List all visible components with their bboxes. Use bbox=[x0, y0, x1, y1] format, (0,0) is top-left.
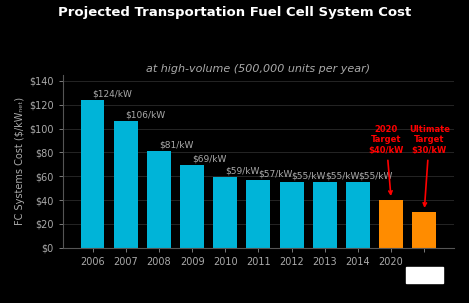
Text: $55/kW: $55/kW bbox=[325, 171, 359, 180]
Y-axis label: FC Systems Cost ($/kWₙₑₜ): FC Systems Cost ($/kWₙₑₜ) bbox=[15, 97, 25, 225]
Bar bbox=[247, 180, 270, 248]
Text: $59/kW: $59/kW bbox=[225, 167, 260, 176]
Bar bbox=[213, 177, 237, 248]
Text: $69/kW: $69/kW bbox=[192, 155, 227, 164]
Text: Projected Transportation Fuel Cell System Cost: Projected Transportation Fuel Cell Syste… bbox=[58, 6, 411, 19]
Text: Ultimate
Target
$30/kW: Ultimate Target $30/kW bbox=[409, 125, 450, 206]
Text: $106/kW: $106/kW bbox=[126, 111, 166, 120]
Bar bbox=[412, 212, 436, 248]
Text: $57/kW: $57/kW bbox=[258, 169, 293, 178]
Bar bbox=[147, 151, 171, 248]
Title: at high-volume (500,000 units per year): at high-volume (500,000 units per year) bbox=[146, 64, 371, 74]
Text: $81/kW: $81/kW bbox=[159, 140, 193, 149]
Text: $55/kW: $55/kW bbox=[358, 171, 392, 180]
Bar bbox=[180, 165, 204, 248]
Text: 2020
Target
$40/kW: 2020 Target $40/kW bbox=[369, 125, 404, 194]
Text: $124/kW: $124/kW bbox=[92, 89, 132, 98]
Bar bbox=[114, 122, 138, 248]
Bar bbox=[81, 100, 105, 248]
Bar bbox=[379, 200, 403, 248]
Bar bbox=[313, 182, 337, 248]
Text: $55/kW: $55/kW bbox=[292, 171, 326, 180]
Bar bbox=[280, 182, 303, 248]
Bar bbox=[346, 182, 370, 248]
